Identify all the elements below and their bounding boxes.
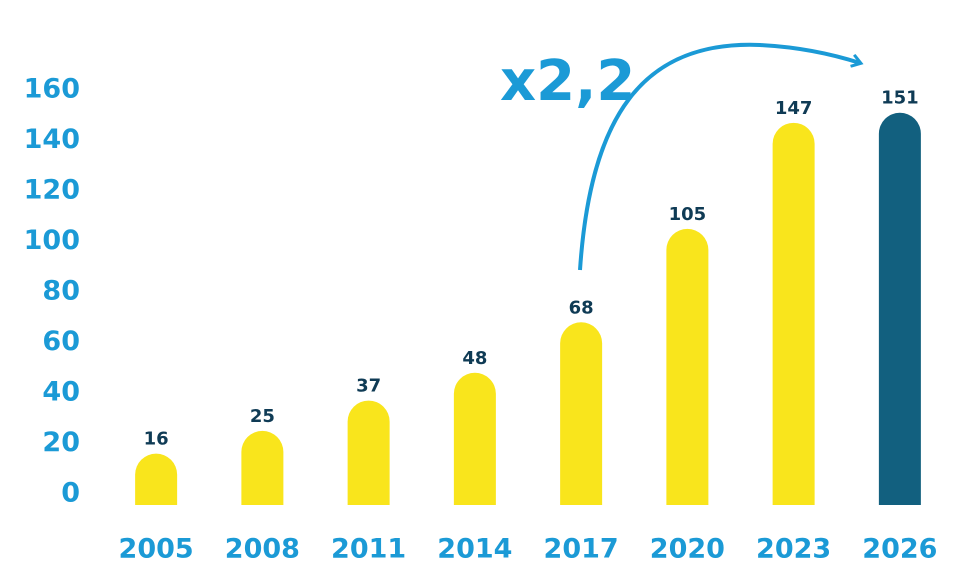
bar (560, 322, 603, 505)
y-tick-label: 60 (42, 326, 80, 357)
bar (347, 400, 390, 505)
y-tick-label: 140 (24, 124, 80, 155)
value-label: 105 (669, 204, 707, 225)
x-tick-label: 2026 (862, 534, 937, 565)
x-tick-label: 2020 (650, 534, 725, 565)
bar (878, 112, 921, 505)
x-tick-label: 2014 (437, 534, 512, 565)
y-tick-label: 0 (61, 478, 80, 509)
y-tick-label: 80 (42, 276, 80, 307)
x-tick-label: 2011 (331, 534, 406, 565)
annotation: x2,2 (500, 49, 635, 114)
x-tick-label: 2023 (756, 534, 831, 565)
value-label: 151 (881, 88, 919, 109)
x-tick-label: 2005 (119, 534, 194, 565)
growth-arrow (578, 42, 860, 271)
bar (135, 453, 178, 505)
y-tick-label: 160 (24, 74, 80, 105)
value-label: 37 (356, 376, 381, 397)
value-label: 48 (462, 348, 487, 369)
value-label: 16 (144, 429, 169, 450)
bar (241, 430, 284, 505)
value-label: 147 (775, 98, 813, 119)
y-tick-label: 100 (24, 225, 80, 256)
value-label: 68 (569, 297, 594, 318)
bar (772, 122, 815, 505)
y-tick-label: 120 (24, 175, 80, 206)
bar (666, 228, 709, 505)
value-label: 25 (250, 406, 275, 427)
x-tick-label: 2017 (544, 534, 619, 565)
x-tick-label: 2008 (225, 534, 300, 565)
bar (453, 372, 496, 505)
y-tick-label: 20 (42, 427, 80, 458)
y-tick-label: 40 (42, 377, 80, 408)
